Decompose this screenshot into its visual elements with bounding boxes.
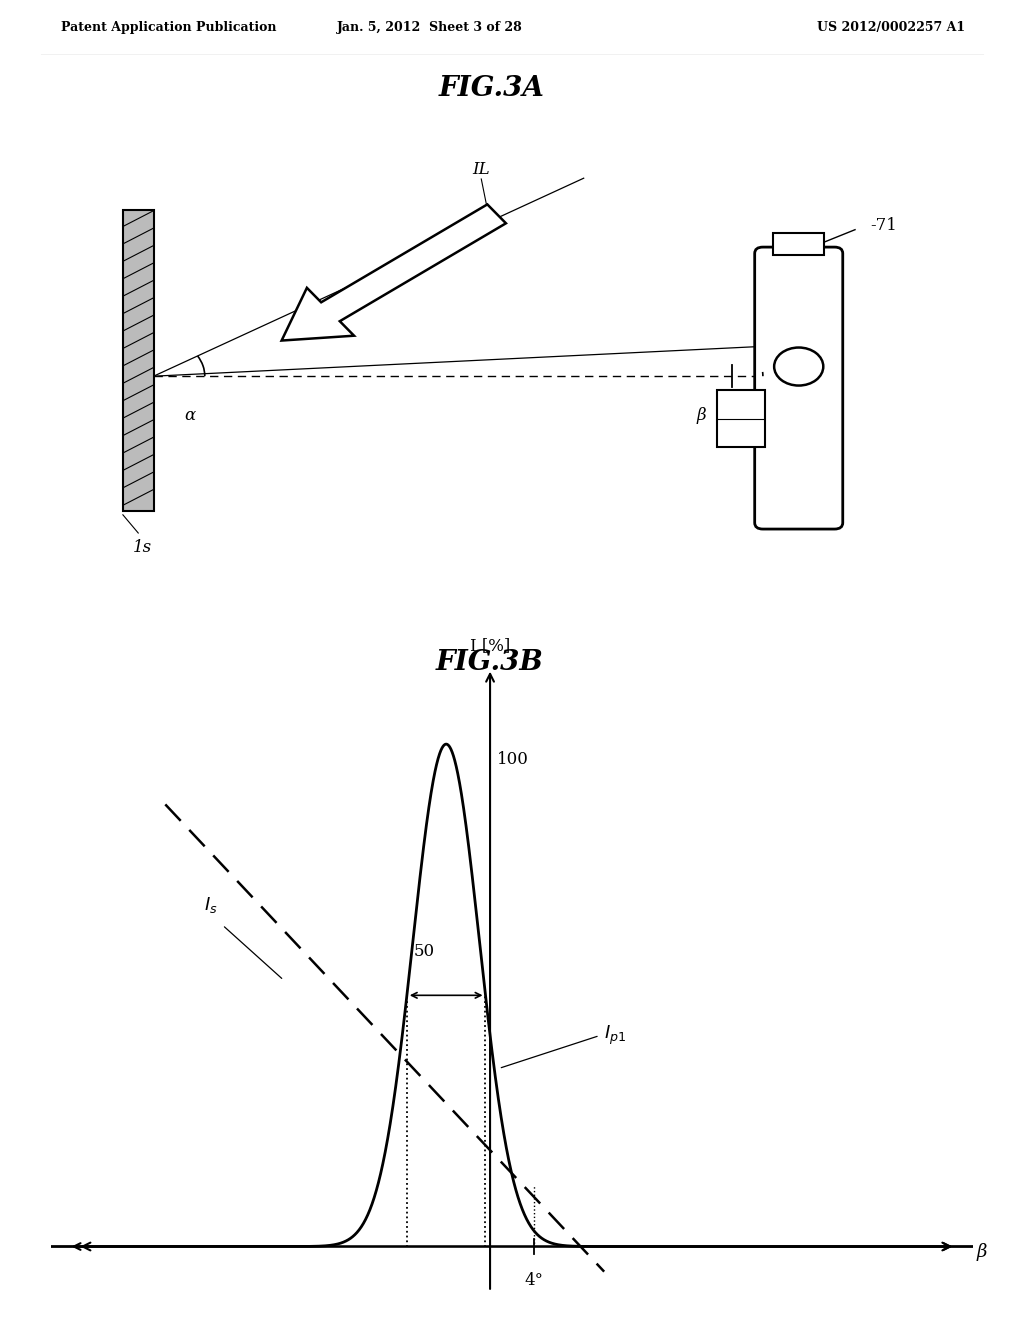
Bar (717, 391, 765, 447)
Text: $I_{p1}$: $I_{p1}$ (604, 1024, 627, 1047)
Text: β: β (977, 1242, 987, 1261)
FancyBboxPatch shape (755, 247, 843, 529)
Text: 100: 100 (497, 751, 529, 768)
Text: FIG.3B: FIG.3B (436, 648, 544, 676)
Text: α: α (184, 408, 195, 424)
Text: 4°: 4° (524, 1271, 544, 1288)
Text: 1s: 1s (133, 539, 153, 556)
Bar (773, 232, 824, 255)
Bar (123, 210, 154, 511)
Text: -71: -71 (870, 218, 897, 234)
Text: US 2012/0002257 A1: US 2012/0002257 A1 (817, 21, 965, 34)
Text: I [%]: I [%] (470, 636, 510, 653)
Text: Jan. 5, 2012  Sheet 3 of 28: Jan. 5, 2012 Sheet 3 of 28 (337, 21, 523, 34)
Text: $I_s$: $I_s$ (205, 895, 218, 915)
Text: 50: 50 (414, 944, 435, 960)
Text: FIG.3A: FIG.3A (438, 75, 545, 102)
Polygon shape (282, 205, 506, 341)
Text: β: β (696, 408, 707, 424)
Text: IL: IL (472, 161, 490, 178)
Text: Patent Application Publication: Patent Application Publication (61, 21, 276, 34)
